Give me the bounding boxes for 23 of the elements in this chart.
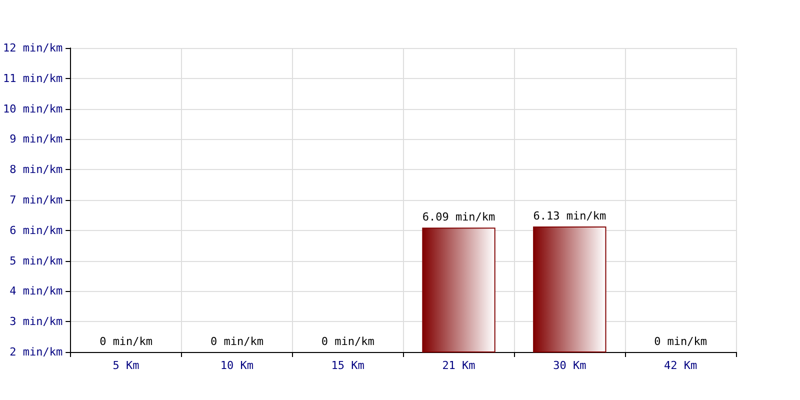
- x-tick-label: 15 Km: [331, 359, 365, 372]
- data-label: 6.13 min/km: [533, 209, 606, 222]
- y-tick-label: 7 min/km: [10, 194, 63, 206]
- x-tick-label: 30 Km: [553, 359, 587, 372]
- x-tick-label: 42 Km: [664, 359, 698, 372]
- x-tick-label: 10 Km: [220, 359, 254, 372]
- y-tick-label: 8 min/km: [10, 163, 63, 176]
- y-tick-label: 3 min/km: [10, 315, 63, 328]
- text: 0 min/km: [654, 335, 708, 348]
- y-tick-label: 2 min/km: [10, 346, 63, 358]
- y-tick-label: 5 min/km: [10, 254, 63, 268]
- y-tick-label: 9 min/km: [10, 132, 63, 146]
- y-tick-label: 4 min/km: [10, 284, 63, 298]
- y-tick-label: 10 min/km: [2, 102, 63, 116]
- data-label: 6.09 min/km: [422, 210, 496, 224]
- text: 0 min/km: [100, 335, 153, 348]
- x-tick-label: 21 Km: [442, 359, 476, 372]
- y-tick-label: 6 min/km: [10, 224, 63, 237]
- y-tick-label: 11 min/km: [2, 72, 63, 85]
- text: 0 min/km: [210, 335, 264, 348]
- text: 0 min/km: [321, 335, 374, 348]
- y-tick-label: 12 min/km: [2, 42, 63, 54]
- x-tick-label: 5 Km: [112, 359, 140, 372]
